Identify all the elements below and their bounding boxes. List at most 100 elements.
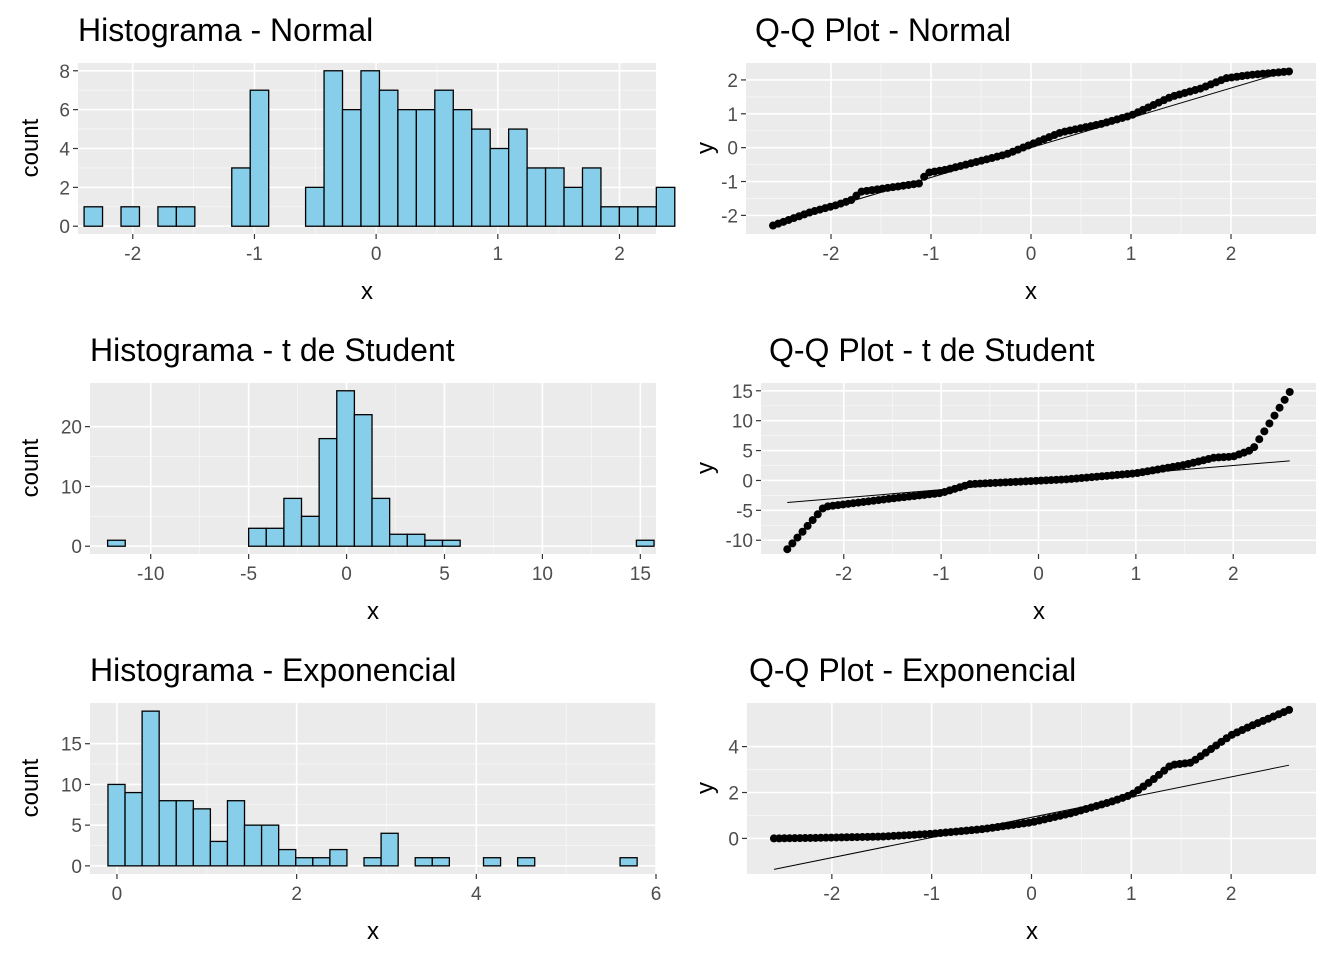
qq-point: [1285, 67, 1293, 76]
qq-point: [847, 195, 856, 204]
panel-qq-normal: -2 -1 0 1 2 -2 -1 0 1 2 Q-Q Plot - Normal x y: [692, 12, 1316, 305]
y-tick-label: -2: [721, 206, 738, 227]
histogram-bar: [300, 515, 320, 547]
y-axis-title: y: [692, 782, 719, 794]
x-tick-label: 2: [291, 884, 302, 905]
qq-point: [1250, 443, 1259, 452]
histogram-bar: [83, 206, 104, 227]
x-axis-title: x: [361, 278, 373, 305]
qq-point: [914, 179, 923, 188]
histogram-bar: [107, 783, 126, 867]
histogram-bar: [431, 857, 451, 867]
grid-lines: [747, 703, 1316, 874]
y-axis-title: count: [17, 118, 44, 177]
histogram-bar: [175, 800, 194, 867]
histogram-bar: [655, 186, 676, 227]
panel-histogram-t-student: -10 -5 0 5 10 15 0 10 20 Histograma - t de Stude…: [17, 332, 656, 625]
x-tick-label: 0: [1033, 564, 1044, 585]
y-tick-label: 10: [61, 477, 82, 498]
chart-title: Q-Q Plot - Normal: [755, 12, 1011, 48]
x-tick-label: 0: [112, 884, 123, 905]
x-tick-label: 1: [1131, 564, 1142, 585]
chart-title: Histograma - Exponencial: [90, 652, 456, 688]
histogram-bar: [526, 167, 547, 227]
histogram-bar: [249, 89, 270, 227]
marks: [106, 390, 655, 547]
x-tick-label: 2: [1226, 244, 1237, 265]
y-tick-label: 5: [71, 816, 82, 837]
y-tick-label: 1: [727, 105, 738, 126]
qq-point: [813, 510, 822, 519]
x-tick-label: 2: [614, 244, 625, 265]
y-axis-title: count: [17, 438, 44, 497]
x-tick-label: 0: [1026, 884, 1037, 905]
histogram-bar: [265, 527, 285, 547]
y-tick-label: 15: [61, 735, 82, 756]
x-tick-label: 6: [651, 884, 662, 905]
y-tick-label: 0: [71, 537, 82, 558]
histogram-bar: [323, 70, 344, 227]
histogram-bar: [388, 533, 408, 547]
qq-point: [1260, 427, 1269, 436]
marks: [769, 705, 1294, 870]
x-tick-label: 0: [1026, 244, 1037, 265]
y-tick-label: -5: [736, 501, 753, 522]
y-tick-label: 5: [742, 442, 753, 463]
y-tick-label: 0: [728, 829, 739, 850]
histogram-bar: [336, 390, 356, 547]
y-tick-label: -10: [726, 531, 753, 552]
histogram-bar: [471, 128, 491, 227]
histogram-bar: [397, 108, 418, 227]
histogram-bar: [581, 167, 602, 227]
x-axis-title: x: [1026, 918, 1038, 945]
x-tick-label: -10: [137, 564, 164, 585]
qq-point: [1285, 705, 1294, 714]
x-tick-label: -2: [124, 244, 141, 265]
grid-lines: [746, 63, 1316, 234]
histogram-bar: [371, 497, 391, 547]
qq-point: [808, 516, 817, 525]
x-tick-label: -1: [933, 564, 950, 585]
qq-point: [1255, 435, 1264, 444]
histogram-bar: [619, 857, 638, 867]
x-tick-label: -5: [240, 564, 257, 585]
histogram-bar: [278, 848, 297, 867]
y-tick-label: 6: [59, 101, 70, 122]
qq-reference-line: [773, 764, 1290, 870]
histogram-bar: [209, 840, 229, 867]
qq-point: [798, 527, 807, 536]
histogram-bar: [158, 800, 177, 867]
y-tick-label: 0: [71, 857, 82, 878]
y-tick-label: 10: [732, 412, 753, 433]
axis-ticks: -2 -1 0 1 2 -2 -1 0 1 2: [721, 71, 1236, 265]
qq-point: [803, 521, 812, 530]
x-tick-label: 1: [1126, 244, 1137, 265]
qq-point: [793, 533, 802, 542]
y-tick-label: 0: [742, 471, 753, 492]
qq-point: [788, 539, 797, 548]
y-tick-label: 4: [728, 738, 739, 759]
chart-title: Histograma - t de Student: [90, 332, 455, 368]
x-tick-label: -2: [823, 884, 840, 905]
axis-ticks: 0 2 4 6 0 5 10 15: [61, 735, 661, 905]
y-axis-title: y: [692, 142, 719, 154]
histogram-bar: [353, 414, 373, 547]
panel-histogram-normal: -2 -1 0 1 2 0 2 4 6 8 Histograma - Normal x count: [17, 12, 676, 305]
x-axis-title: x: [367, 918, 379, 945]
histogram-bar: [226, 800, 246, 867]
histogram-bar: [157, 206, 178, 227]
histogram-bar: [415, 108, 436, 227]
histogram-bar: [283, 497, 303, 547]
y-tick-label: 4: [59, 140, 70, 161]
marks: [783, 387, 1294, 554]
histogram-bar: [295, 857, 314, 867]
grid-lines: [761, 383, 1316, 554]
x-tick-label: 1: [1126, 884, 1137, 905]
x-tick-label: -1: [923, 244, 940, 265]
marks: [83, 70, 676, 227]
x-tick-label: 2: [1226, 884, 1237, 905]
histogram-bar: [247, 527, 267, 547]
